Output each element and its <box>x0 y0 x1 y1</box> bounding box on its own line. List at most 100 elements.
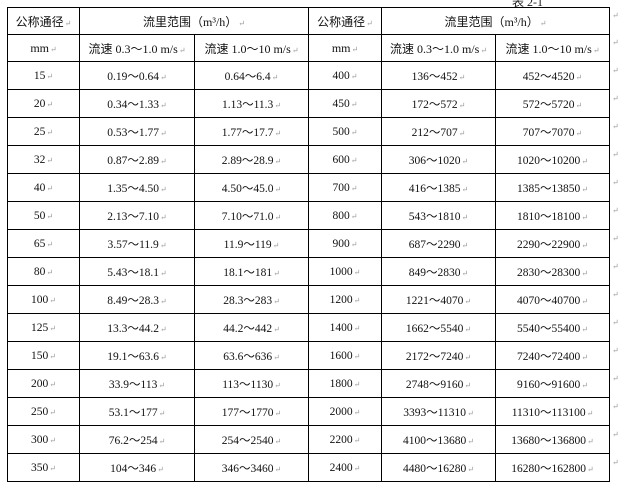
paragraph-mark-icon: ↵ <box>612 38 619 47</box>
flow-high-cell: 1810～18100 <box>495 201 610 230</box>
flow-high-cell: 452～4520 <box>495 61 610 90</box>
dn-cell: 32 <box>7 145 80 174</box>
flow-high-cell: 707～7070 <box>495 117 610 146</box>
table-caption: 表 2-1 <box>512 0 543 9</box>
header-row-1: 公称通径 流里范围（m³/h） 公称通径 流里范围（m³/h） <box>7 7 610 35</box>
dn-cell: 200 <box>7 369 80 398</box>
table-row: 250 53.1～177 177～1770 2000 3393～11310 11310～1… <box>7 397 610 426</box>
paragraph-mark-icon: ↵ <box>612 65 619 75</box>
cell-text: 0.64～6.4 <box>225 71 279 83</box>
flow-low-cell: 4100～13680 <box>381 425 496 454</box>
cell-text: 450 <box>333 98 358 110</box>
flow-high-cell: 16280～162800 <box>495 453 610 482</box>
flow-low-cell: 53.1～177 <box>79 397 195 426</box>
cell-text: 13.3～44.2 <box>107 323 166 335</box>
flow-high-cell: 7.10～71.0 <box>194 201 309 230</box>
flow-low-cell: 2.13～7.10 <box>79 201 195 230</box>
table-row: 150 19.1～63.6 63.6～636 1600 2172～7240 7240～72… <box>7 341 610 370</box>
flow-low-cell: 8.49～28.3 <box>79 285 195 314</box>
cell-text: 1.77～17.7 <box>222 127 281 139</box>
cell-text: 9160～91600 <box>517 379 588 391</box>
dn-cell: 150 <box>7 341 80 370</box>
cell-text: 3.57～11.9 <box>107 239 166 251</box>
cell-text: 0.34～1.33 <box>107 99 166 111</box>
cell-text: 250 <box>31 406 56 418</box>
cell-text: 300 <box>31 434 56 446</box>
cell-text: 50 <box>34 210 53 222</box>
header-dn: 公称通径 <box>308 7 382 35</box>
header-row-2: mm 流速 0.3～1.0 m/s 流速 1.0～10 m/s mm 流速 0.… <box>7 34 610 62</box>
cell-text: 1200 <box>330 294 361 306</box>
flow-low-cell: 306～1020 <box>381 145 496 174</box>
cell-text: 80 <box>34 266 53 278</box>
flow-high-cell: 254～2540 <box>194 425 309 454</box>
flow-low-cell: 416～1385 <box>381 173 496 202</box>
cell-text: 18.1～181 <box>223 267 280 279</box>
flow-low-cell: 1.35～4.50 <box>79 173 195 202</box>
dn-cell: 1400 <box>308 313 382 342</box>
cell-text: 849～2830 <box>409 267 468 279</box>
cell-text: 306～1020 <box>409 155 468 167</box>
dn-cell: 900 <box>308 229 382 258</box>
flow-high-cell: 44.2～442 <box>194 313 309 342</box>
flow-low-cell: 3.57～11.9 <box>79 229 195 258</box>
paragraph-mark-icon: ↵ <box>612 93 619 103</box>
paragraph-mark-icon: ↵ <box>612 429 619 439</box>
table-row: 20 0.34～1.33 1.13～11.3 450 172～572 572～5720 <box>7 89 610 118</box>
cell-text: 172～572 <box>412 99 466 111</box>
cell-text: 104～346 <box>110 463 164 475</box>
flow-low-cell: 136～452 <box>381 61 496 90</box>
flow-low-cell: 849～2830 <box>381 257 496 286</box>
cell-text: 2748～9160 <box>406 379 471 391</box>
cell-text: 4480～16280 <box>403 463 474 475</box>
flow-low-cell: 19.1～63.6 <box>79 341 195 370</box>
cell-text: 687～2290 <box>409 239 468 251</box>
dn-cell: 600 <box>308 145 382 174</box>
flow-high-cell: 4070～40700 <box>495 285 610 314</box>
cell-text: 2400 <box>330 462 361 474</box>
flow-high-cell: 572～5720 <box>495 89 610 118</box>
cell-text: 33.9～113 <box>109 379 165 391</box>
flow-high-cell: 5540～55400 <box>495 313 610 342</box>
cell-text: 416～1385 <box>409 183 468 195</box>
cell-text: 800 <box>333 210 358 222</box>
cell-text: 4.50～45.0 <box>222 183 281 195</box>
cell-text: 4070～40700 <box>517 295 588 307</box>
cell-text: 1385～13850 <box>517 183 588 195</box>
cell-text: 136～452 <box>412 71 466 83</box>
cell-text: 707～7070 <box>523 127 582 139</box>
table-row: 350 104～346 346～3460 2400 4480～16280 16280～16… <box>7 453 610 482</box>
cell-text: 500 <box>333 126 358 138</box>
cell-text: 1.13～11.3 <box>222 99 281 111</box>
cell-text: 20 <box>34 98 53 110</box>
dn-cell: 1600 <box>308 341 382 370</box>
cell-text: 7240～72400 <box>517 351 588 363</box>
paragraph-mark-icon: ↵ <box>612 457 619 467</box>
cell-text: 3393～11310 <box>403 407 474 419</box>
dn-cell: 50 <box>7 201 80 230</box>
table-row: 15 0.19～0.64 0.64～6.4 400 136～452 452～4520 <box>7 61 610 90</box>
header-unit: mm <box>308 34 382 62</box>
paragraph-mark-icon: ↵ <box>612 373 619 383</box>
cell-text: 8.49～28.3 <box>107 295 166 307</box>
cell-text: 40 <box>34 182 53 194</box>
flow-low-cell: 76.2～254 <box>79 425 195 454</box>
dn-cell: 20 <box>7 89 80 118</box>
table-row: 300 76.2～254 254～2540 2200 4100～13680 13680～1… <box>7 425 610 454</box>
flow-high-cell: 1.13～11.3 <box>194 89 309 118</box>
cell-text: 13680～136800 <box>511 435 593 447</box>
flow-low-cell: 0.53～1.77 <box>79 117 195 146</box>
cell-text: 400 <box>333 70 358 82</box>
header-flow: 流里范围（m³/h） <box>79 7 309 35</box>
dn-cell: 40 <box>7 173 80 202</box>
cell-text: 543～1810 <box>409 211 468 223</box>
cell-text: 11310～113100 <box>512 407 594 419</box>
header-speed-low: 流速 0.3～1.0 m/s <box>381 34 496 62</box>
cell-text: 1.35～4.50 <box>107 183 166 195</box>
dn-cell: 15 <box>7 61 80 90</box>
flow-high-cell: 177～1770 <box>194 397 309 426</box>
cell-text: 0.19～0.64 <box>107 71 166 83</box>
flow-high-cell: 63.6～636 <box>194 341 309 370</box>
flow-high-cell: 2290～22900 <box>495 229 610 258</box>
flow-low-cell: 2172～7240 <box>381 341 496 370</box>
